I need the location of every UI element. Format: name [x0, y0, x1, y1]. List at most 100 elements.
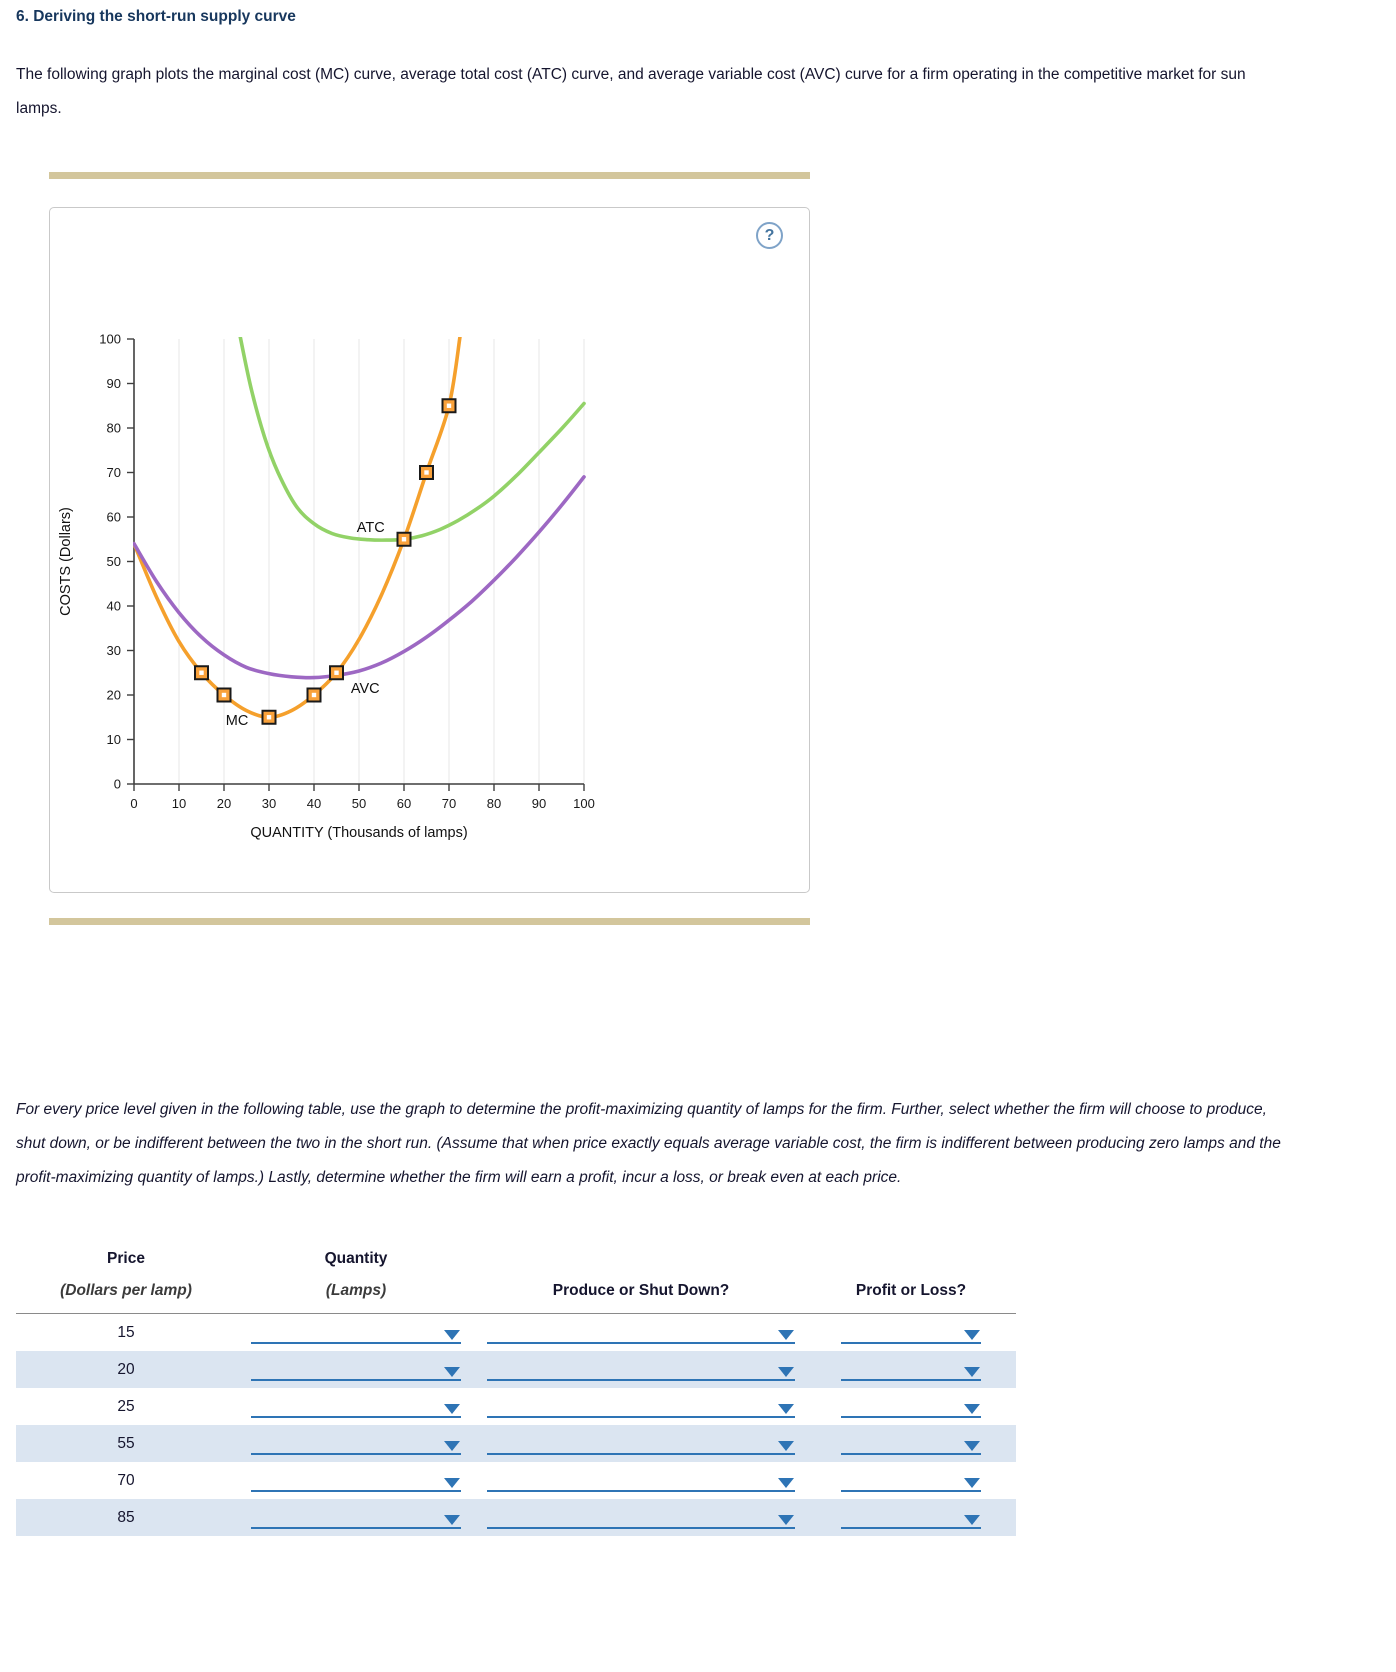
produce-or-shutdown-dropdown[interactable]	[487, 1359, 795, 1381]
produce-or-shutdown-dropdown[interactable]	[487, 1470, 795, 1492]
quantity-header-label: Quantity	[324, 1250, 388, 1267]
y-tick-label: 50	[107, 554, 121, 569]
y-tick-label: 60	[107, 510, 121, 525]
table-row: 85	[16, 1499, 1016, 1536]
profit-or-loss-dropdown[interactable]	[841, 1433, 981, 1455]
produce-or-shutdown-dropdown[interactable]	[487, 1433, 795, 1455]
quantity-dropdown[interactable]	[251, 1470, 461, 1492]
profit-or-loss-dropdown[interactable]	[841, 1470, 981, 1492]
chevron-down-icon	[444, 1477, 460, 1488]
price-column-header: Price (Dollars per lamp)	[16, 1243, 236, 1307]
quantity-dropdown[interactable]	[251, 1322, 461, 1344]
curve-label-avc: AVC	[351, 681, 380, 697]
table-row: 15	[16, 1314, 1016, 1351]
x-tick-label: 20	[217, 796, 231, 811]
table-row: 20	[16, 1351, 1016, 1388]
curve-atc	[238, 337, 586, 542]
chevron-down-icon	[444, 1403, 460, 1414]
y-axis-label: COSTS (Dollars)	[58, 507, 74, 616]
y-tick-label: 70	[107, 465, 121, 480]
table-row: 55	[16, 1425, 1016, 1462]
mc-point-marker	[306, 687, 322, 703]
section-heading: 6. Deriving the short-run supply curve	[16, 8, 296, 25]
chevron-down-icon	[778, 1366, 794, 1377]
x-tick-label: 60	[397, 796, 411, 811]
price-value: 20	[117, 1360, 135, 1378]
y-tick-label: 30	[107, 643, 121, 658]
produce-or-shutdown-dropdown[interactable]	[487, 1507, 795, 1529]
x-tick-label: 0	[130, 796, 137, 811]
chevron-down-icon	[964, 1477, 980, 1488]
table-header: Price (Dollars per lamp) Quantity (Lamps…	[16, 1243, 1016, 1314]
profit-or-loss-dropdown[interactable]	[841, 1507, 981, 1529]
y-tick-label: 100	[99, 332, 121, 347]
chevron-down-icon	[444, 1440, 460, 1451]
curve-label-atc: ATC	[357, 520, 385, 536]
x-tick-label: 80	[487, 796, 501, 811]
quantity-dropdown[interactable]	[251, 1359, 461, 1381]
quantity-dropdown[interactable]	[251, 1396, 461, 1418]
price-value: 70	[117, 1471, 135, 1489]
curve-mc	[133, 337, 462, 720]
quantity-dropdown[interactable]	[251, 1507, 461, 1529]
profit-or-loss-dropdown[interactable]	[841, 1396, 981, 1418]
x-tick-label: 70	[442, 796, 456, 811]
divider-bar-top	[49, 172, 810, 179]
profit-column-header: Profit or Loss?	[806, 1243, 1016, 1307]
chevron-down-icon	[778, 1514, 794, 1525]
y-tick-label: 90	[107, 376, 121, 391]
price-value: 25	[117, 1397, 135, 1415]
price-table: Price (Dollars per lamp) Quantity (Lamps…	[16, 1243, 1016, 1536]
intro-paragraph: The following graph plots the marginal c…	[16, 66, 1246, 117]
table-row: 70	[16, 1462, 1016, 1499]
mc-point-marker	[396, 531, 412, 547]
x-tick-label: 100	[573, 796, 595, 811]
y-tick-label: 10	[107, 732, 121, 747]
chevron-down-icon	[778, 1329, 794, 1340]
chevron-down-icon	[964, 1403, 980, 1414]
graph-panel: 0 10 20 30 40 50 60 70 80 90 100 0 10 20 30 40 50 60 70 80 9…	[49, 207, 810, 893]
divider-bar-bottom	[49, 918, 810, 925]
profit-or-loss-dropdown[interactable]	[841, 1322, 981, 1344]
y-tick-label: 0	[114, 777, 121, 792]
quantity-column-header: Quantity (Lamps)	[236, 1243, 476, 1307]
chevron-down-icon	[964, 1514, 980, 1525]
chevron-down-icon	[778, 1477, 794, 1488]
cost-curves-chart: 0 10 20 30 40 50 60 70 80 90 100 0 10 20 30 40 50 60 70 80 9…	[58, 332, 595, 842]
produce-column-header: Produce or Shut Down?	[476, 1243, 806, 1307]
x-tick-label: 50	[352, 796, 366, 811]
help-icon[interactable]: ?	[756, 222, 783, 249]
y-tick-label: 40	[107, 599, 121, 614]
quantity-dropdown[interactable]	[251, 1433, 461, 1455]
curve-avc	[133, 475, 586, 680]
price-value: 85	[117, 1508, 135, 1526]
profit-or-loss-dropdown[interactable]	[841, 1359, 981, 1381]
mc-point-marker	[329, 665, 344, 681]
mc-point-marker	[194, 665, 209, 681]
price-units-label: (Dollars per lamp)	[60, 1282, 192, 1299]
chevron-down-icon	[444, 1514, 460, 1525]
curve-label-mc: MC	[226, 713, 249, 729]
y-tick-label: 80	[107, 421, 121, 436]
chevron-down-icon	[778, 1403, 794, 1414]
table-row: 25	[16, 1388, 1016, 1425]
x-tick-label: 30	[262, 796, 276, 811]
price-header-label: Price	[107, 1250, 145, 1267]
mc-point-marker	[441, 398, 457, 414]
help-icon-label: ?	[764, 226, 775, 244]
produce-or-shutdown-dropdown[interactable]	[487, 1396, 795, 1418]
chevron-down-icon	[444, 1329, 460, 1340]
mc-point-marker	[216, 687, 232, 703]
mc-point-marker	[261, 709, 277, 725]
produce-or-shutdown-dropdown[interactable]	[487, 1322, 795, 1344]
instructions-paragraph: For every price level given in the follo…	[16, 1101, 1281, 1186]
profit-header-label: Profit or Loss?	[855, 1282, 967, 1299]
y-tick-label: 20	[107, 688, 121, 703]
x-axis-label: QUANTITY (Thousands of lamps)	[250, 825, 467, 841]
price-table-body: 15 20 25 55 70 85	[16, 1314, 1016, 1536]
x-tick-label: 90	[532, 796, 546, 811]
x-tick-label: 10	[172, 796, 186, 811]
x-tick-label: 40	[307, 796, 321, 811]
price-value: 55	[117, 1434, 135, 1452]
chevron-down-icon	[778, 1440, 794, 1451]
